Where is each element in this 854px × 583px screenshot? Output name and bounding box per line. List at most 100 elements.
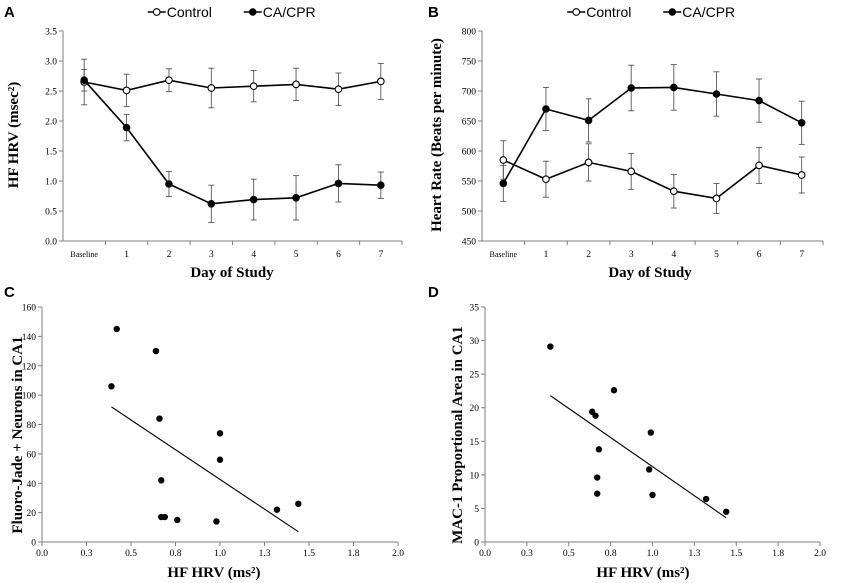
x-tick-label: 0.5 [563, 549, 575, 559]
scatter-point [547, 343, 554, 350]
panel-a-xlabel: Day of Study [190, 265, 274, 281]
data-point [712, 194, 721, 203]
x-tick-label: 1.0 [214, 549, 226, 559]
data-point [755, 161, 763, 170]
data-point [122, 123, 131, 132]
data-point [627, 84, 635, 92]
x-tick-label: 6 [757, 250, 762, 260]
data-point [627, 167, 636, 176]
panel-letter-d: D [428, 284, 439, 301]
scatter-point [216, 430, 224, 437]
data-point [249, 82, 258, 91]
x-tick-label: 3 [209, 250, 214, 260]
data-point [542, 175, 550, 184]
scatter-point [645, 466, 653, 473]
trendline [111, 406, 299, 533]
x-tick-label: 1.5 [303, 549, 315, 559]
data-point [165, 76, 173, 85]
x-tick-label: 7 [799, 250, 804, 260]
data-point [292, 80, 300, 89]
x-tick-label: 0.3 [81, 549, 93, 559]
y-tick-label: 10 [470, 471, 480, 481]
x-tick-label: 2.0 [392, 549, 404, 559]
y-tick-label: 600 [462, 148, 477, 158]
y-tick-label: 700 [462, 88, 477, 98]
panel-b-ylabel: Heart Rate (Beats per minute) [429, 38, 445, 232]
panel-c-xlabel: HF HRV (ms²) [167, 565, 260, 581]
scatter-point [702, 495, 710, 503]
x-tick-label: 1.8 [348, 549, 360, 559]
series-line-control [84, 79, 381, 92]
y-tick-label: 60 [27, 450, 37, 460]
panel-a: A HF HRV (msec²) Day of Study 0.0 0.5 1.0 1… [4, 4, 403, 281]
x-tick-label: 5 [294, 250, 299, 260]
scatter-point [113, 325, 120, 333]
y-tick-label: 20 [27, 509, 37, 519]
y-tick-label: 0 [31, 539, 36, 549]
series-line-cacpr [502, 86, 803, 184]
y-tick-label: 800 [462, 28, 477, 38]
legend-label: Control [586, 4, 631, 20]
legend-marker-control [152, 8, 161, 16]
trendline [550, 395, 727, 519]
panel-c: C Fluoro-Jade + Neurons in CA1 HF HRV (m… [4, 284, 404, 581]
x-tick-label: Baseline [490, 250, 518, 259]
y-tick-label: 2.0 [45, 118, 57, 128]
panel-b-xlabel: Day of Study [608, 265, 692, 281]
y-tick-label: 1.5 [45, 148, 57, 158]
data-point [377, 181, 385, 189]
scatter-point [156, 415, 163, 422]
y-tick-label: 3.0 [45, 58, 57, 68]
panel-b: B Heart Rate (Beats per minute) Day of S… [428, 4, 824, 281]
panel-letter-c: C [4, 284, 15, 301]
y-tick-label: 2.5 [45, 88, 57, 98]
scatter-point [592, 412, 599, 419]
data-point [584, 158, 593, 167]
x-tick-label: 4 [251, 250, 256, 260]
x-tick-label: 0.0 [36, 549, 48, 559]
data-point [669, 187, 678, 196]
panel-d: D MAC-1 Proportional Area in CA1 HF HRV … [428, 284, 826, 581]
y-tick-label: 0.0 [45, 238, 57, 248]
panel-d-ylabel: MAC-1 Proportional Area in CA1 [450, 326, 466, 544]
x-tick-label: 1.3 [259, 549, 271, 559]
y-tick-label: 40 [27, 480, 37, 490]
y-tick-label: 25 [470, 371, 480, 381]
x-tick-label: 1.5 [730, 549, 742, 559]
data-point [670, 83, 678, 92]
scatter-point [158, 477, 165, 484]
data-point [542, 105, 550, 113]
scatter-point [108, 383, 115, 390]
x-tick-label: 2.0 [814, 549, 826, 559]
x-tick-label: 4 [671, 250, 676, 260]
legend-label: CA/CPR [682, 4, 735, 20]
legend-label: CA/CPR [263, 4, 316, 20]
legend-marker-cacpr [668, 8, 677, 16]
panel-letter-a: A [4, 4, 15, 21]
data-point [797, 119, 806, 127]
data-point [122, 86, 131, 95]
y-tick-label: 1.0 [45, 178, 57, 188]
scatter-point [723, 508, 730, 515]
legend-marker-control [572, 8, 581, 16]
data-point [249, 195, 258, 204]
scatter-point [647, 429, 655, 436]
data-point [334, 179, 343, 188]
data-point [207, 200, 216, 208]
y-tick-label: 35 [470, 304, 480, 314]
series-line-control [502, 159, 802, 200]
y-tick-label: 30 [470, 337, 480, 347]
scatter-point [594, 474, 601, 481]
y-tick-label: 750 [462, 58, 477, 68]
scatter-point [161, 513, 169, 521]
scatter-point [610, 387, 618, 394]
x-tick-label: 0.5 [125, 549, 137, 559]
x-tick-label: 0.8 [170, 549, 182, 559]
data-point [797, 171, 806, 179]
data-point [80, 76, 88, 84]
data-point [292, 194, 300, 202]
x-tick-label: 3 [629, 250, 634, 260]
x-tick-label: 7 [378, 250, 383, 260]
scatter-point [595, 446, 603, 453]
